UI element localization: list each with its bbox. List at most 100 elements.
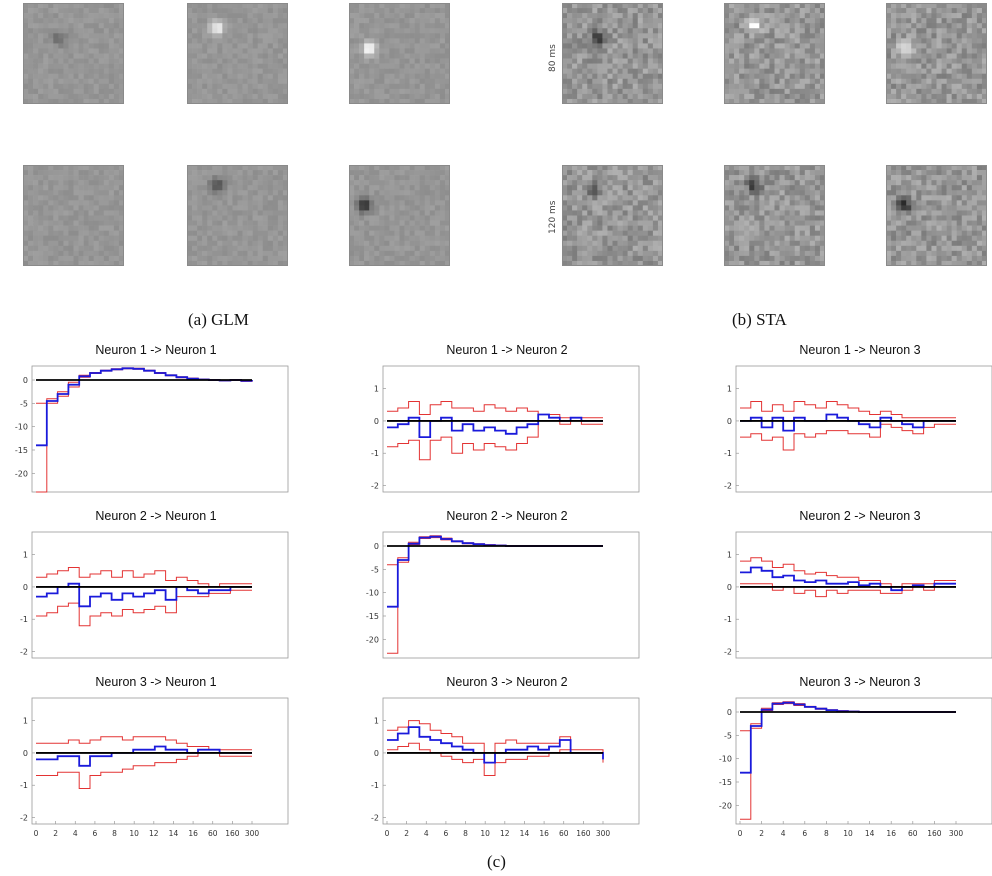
glm-tile-r1c1 [187, 165, 288, 266]
xtick-label: 300 [596, 829, 611, 838]
coupling-plot-3: 1 0 -1 -2 [10, 526, 290, 662]
glm-tile-r0c2 [349, 3, 450, 104]
tile-border [349, 3, 450, 104]
ytick-label: -15 [366, 612, 379, 621]
ytick-label: 0 [23, 583, 28, 592]
ytick-label: -2 [371, 482, 379, 491]
mean-line [387, 413, 603, 438]
plot-frame [31, 697, 289, 825]
tile-pixels [562, 165, 663, 266]
upper-line [740, 557, 956, 588]
glm-tile-r0c0 [23, 3, 124, 104]
lower-line [387, 742, 604, 776]
xtick-label: 10 [480, 829, 490, 838]
ytick-label: -5 [371, 565, 379, 574]
xtick-label: 8 [824, 829, 829, 838]
ytick-label: -1 [724, 615, 732, 624]
row-label-120ms-sta: 120 ms [548, 200, 558, 235]
tile-border [562, 165, 663, 266]
upper-line [36, 736, 252, 751]
xtick-label: 300 [949, 829, 964, 838]
ytick-label: 0 [727, 583, 732, 592]
coupling-plot-2: 1 0 -1 -2 [714, 360, 992, 496]
xtick-label: 6 [93, 829, 98, 838]
tile-border [23, 3, 124, 104]
tile-border [724, 3, 825, 104]
coupling-plot-7: 1 0 -1 -2 0 2 4 6 8 10 12 14 16 60 160 300 [361, 692, 641, 842]
chart-title-5: Neuron 2 -> Neuron 3 [799, 509, 921, 523]
xtick-label: 14 [865, 829, 875, 838]
lower-line [36, 589, 252, 627]
tile-border [886, 3, 987, 104]
coupling-plot-5: 1 0 -1 -2 [714, 526, 992, 662]
xtick-label: 10 [129, 829, 139, 838]
tile-pixels [349, 165, 450, 266]
ytick-label: 1 [23, 717, 28, 726]
sta-tile-r0c2 [886, 3, 987, 104]
ytick-label: 1 [727, 385, 732, 394]
tile-pixels [562, 3, 663, 104]
coupling-plot-4: 0 -5 -10 -15 -20 [361, 526, 641, 662]
sta-tile-r1c2 [886, 165, 987, 266]
xtick-label: 4 [424, 829, 429, 838]
mean-line [740, 566, 956, 592]
tile-border [187, 3, 288, 104]
ytick-label: 0 [727, 708, 732, 717]
chart-title-8: Neuron 3 -> Neuron 3 [799, 675, 921, 689]
glm-tile-r1c2 [349, 165, 450, 266]
xtick-label: 8 [112, 829, 117, 838]
ytick-label: -1 [724, 449, 732, 458]
sta-tile-r0c0 [562, 3, 663, 104]
xtick-label: 60 [559, 829, 569, 838]
mean-line [36, 582, 252, 608]
row-label-80ms-sta: 80 ms [548, 44, 558, 72]
xtick-label: 60 [908, 829, 918, 838]
upper-line [36, 567, 252, 588]
xtick-label: 0 [34, 829, 39, 838]
xtick-label: 60 [208, 829, 218, 838]
xtick-label: 12 [500, 829, 510, 838]
ytick-label: -10 [719, 755, 732, 764]
coupling-plot-6: 1 0 -1 -2 0 2 4 6 8 10 12 14 16 60 160 300 [10, 692, 290, 842]
plot-frame [735, 531, 992, 659]
ytick-label: -15 [15, 446, 28, 455]
ytick-label: -2 [20, 814, 28, 823]
tile-border [724, 165, 825, 266]
xtick-label: 160 [927, 829, 942, 838]
ytick-label: -15 [719, 778, 732, 787]
coupling-plot-1: 1 0 -1 -2 [361, 360, 641, 496]
ytick-label: -1 [371, 781, 379, 790]
lower-line [387, 420, 603, 461]
ytick-label: 1 [374, 717, 379, 726]
tile-pixels [23, 165, 124, 266]
ytick-label: 1 [374, 385, 379, 394]
chart-title-6: Neuron 3 -> Neuron 1 [95, 675, 217, 689]
upper-line [740, 401, 956, 419]
coupling-plot-0: 0 -5 -10 -15 -20 [10, 360, 290, 496]
tile-pixels [187, 165, 288, 266]
tile-border [23, 165, 124, 266]
chart-title-0: Neuron 1 -> Neuron 1 [95, 343, 217, 357]
xtick-label: 12 [149, 829, 159, 838]
ytick-label: -5 [20, 399, 28, 408]
ytick-label: 0 [374, 417, 379, 426]
xtick-label: 0 [385, 829, 390, 838]
xtick-label: 300 [245, 829, 260, 838]
chart-title-7: Neuron 3 -> Neuron 2 [446, 675, 568, 689]
chart-title-3: Neuron 2 -> Neuron 1 [95, 509, 217, 523]
glm-caption: (a) GLM [188, 310, 249, 329]
sta-tile-r0c1 [724, 3, 825, 104]
ytick-label: -20 [366, 635, 379, 644]
ytick-label: 0 [23, 749, 28, 758]
sta-caption: (b) STA [732, 310, 787, 329]
xtick-label: 160 [576, 829, 591, 838]
ytick-label: -2 [371, 814, 379, 823]
ytick-label: 1 [23, 551, 28, 560]
xtick-label: 160 [225, 829, 240, 838]
ytick-label: -2 [724, 482, 732, 491]
chart-title-4: Neuron 2 -> Neuron 2 [446, 509, 568, 523]
plot-frame [735, 697, 992, 825]
ytick-label: 0 [23, 376, 28, 385]
tile-pixels [23, 3, 124, 104]
plot-frame [735, 365, 992, 493]
